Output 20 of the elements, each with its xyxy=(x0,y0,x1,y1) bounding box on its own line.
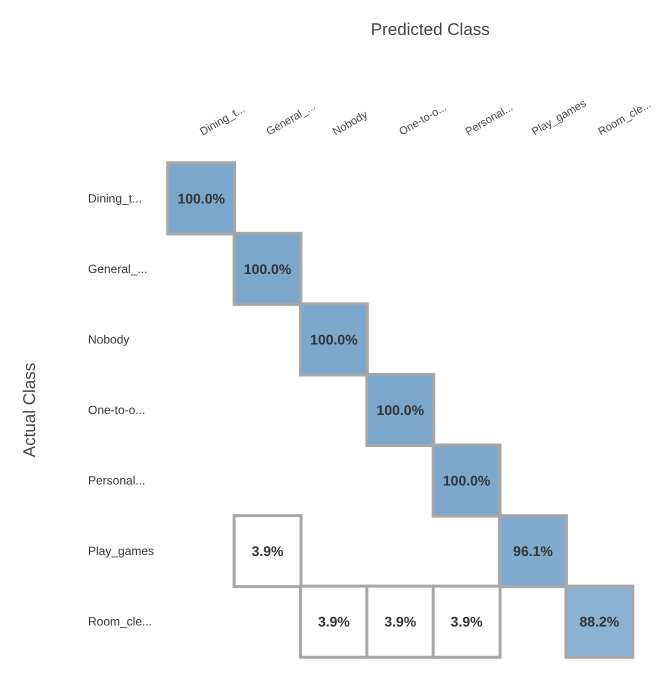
data-label: 100.0% xyxy=(177,190,226,206)
y-axis-title: Actual Class xyxy=(20,362,39,458)
y-tick-label: One-to-o... xyxy=(88,403,146,417)
y-tick-label: Nobody xyxy=(88,332,130,346)
y-tick-label: General_... xyxy=(88,262,148,276)
data-label: 96.1% xyxy=(513,543,554,560)
x-axis-title: Predicted Class xyxy=(370,20,490,39)
data-label: 3.9% xyxy=(450,614,484,630)
y-tick-label: Play_games xyxy=(88,544,154,558)
data-label: 100.0% xyxy=(442,472,491,489)
data-label: 100.0% xyxy=(376,402,425,418)
y-tick-label: Dining_t... xyxy=(88,191,142,206)
data-label: 3.9% xyxy=(252,543,284,560)
data-label: 100.0% xyxy=(244,260,292,277)
data-label: 3.9% xyxy=(318,614,350,630)
y-tick-label: Room_cle... xyxy=(88,614,152,629)
data-label: 88.2% xyxy=(580,614,620,630)
y-tick-label: Personal... xyxy=(88,474,146,488)
data-label: 100.0% xyxy=(310,331,358,348)
data-label: 3.9% xyxy=(384,614,417,630)
